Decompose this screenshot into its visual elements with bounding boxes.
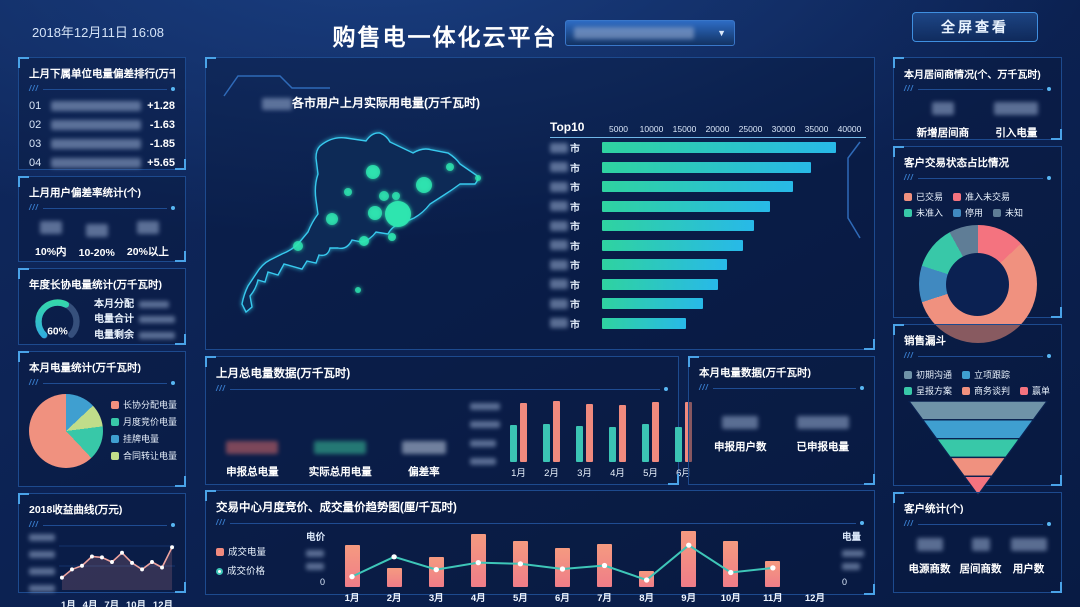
- panel-title: 本月电量统计(万千瓦时): [29, 362, 141, 374]
- top10-bar-row: 市: [550, 197, 866, 217]
- top10-bar-row: 市: [550, 158, 866, 178]
- stat: 引入电量: [994, 100, 1039, 140]
- stat: 居间商数: [960, 536, 1002, 576]
- top10-bar-row: 市: [550, 177, 866, 197]
- trade-status-donut: [918, 225, 1037, 344]
- region-select-value-blurred: [574, 27, 694, 39]
- panel-map-top10: 各市用户上月实际用电量(万千瓦时) Top10 5000 10000 15000 20…: [205, 57, 875, 350]
- panel-title: 上月下属单位电量偏差排行(万千瓦时): [29, 68, 175, 80]
- guangdong-map: [241, 132, 481, 314]
- stat: 申报用户数: [714, 414, 767, 454]
- stat: 实际总用电量: [309, 439, 372, 479]
- stat: 20%以上: [127, 219, 169, 259]
- map-title: 各市用户上月实际用电量(万千瓦时): [262, 94, 480, 111]
- stat: 申报总电量: [226, 439, 279, 479]
- panel-title: 2018收益曲线(万元): [29, 504, 123, 516]
- stat: 新增居间商: [917, 100, 969, 140]
- panel-funnel: 销售漏斗 /// 初期沟通 立项跟踪 呈报方案 商务谈判 赢单: [893, 324, 1062, 497]
- top10-bar-row: 市: [550, 255, 866, 275]
- trend-columns: [331, 529, 836, 587]
- panel-trade-status: 客户交易状态占比情况 /// 已交易 准入未交易 未准入 停用 未知: [893, 146, 1062, 344]
- month-power-pie: [29, 394, 103, 468]
- funnel-svg: [907, 401, 1048, 497]
- revenue-x-labels: 1月 4月 7月 10月 12月: [61, 600, 173, 607]
- line-marker-icon: [216, 568, 223, 575]
- trend-line-svg: [349, 542, 776, 583]
- ranking-row: 01 +1.28: [29, 100, 175, 112]
- panel-deviation-ranking: 上月下属单位电量偏差排行(万千瓦时) /// 01+1.28 02-1.63 0…: [18, 57, 186, 170]
- top10-caption: Top10: [550, 120, 585, 134]
- month-bar-group: 2月: [543, 400, 560, 479]
- trade-status-legend: 已交易 准入未交易 未准入 停用 未知: [904, 189, 1051, 221]
- trend-right-axis: 电量 0: [842, 529, 864, 587]
- trend-bar: [331, 529, 373, 587]
- panel-month-power-pie: 本月电量统计(万千瓦时) /// 长协分配电量 月度竞价电量 挂牌电量 合同转让…: [18, 351, 186, 487]
- datetime: 2018年12月11日 16:08: [32, 25, 165, 40]
- gauge-chart: 60%: [35, 299, 80, 344]
- panel-this-month: 本月电量数据(万千瓦时) /// 申报用户数 已申报电量: [688, 356, 875, 485]
- top10-axis: 5000 10000 15000 20000 25000 30000 35000 40000: [609, 124, 862, 134]
- month-bar-group: 5月: [642, 400, 659, 479]
- panel-last-month-total: 上月总电量数据(万千瓦时) /// 申报总电量 实际总用电量 偏差率 1月 2月 3…: [205, 356, 692, 485]
- stat: 已申报电量: [797, 414, 849, 454]
- ranking-row: 03 -1.85: [29, 138, 175, 150]
- stat: 10%内: [35, 219, 67, 259]
- trend-bar: [373, 529, 415, 587]
- ranking-row: 02 -1.63: [29, 119, 175, 131]
- lastmonth-y-axis: [470, 403, 500, 465]
- lastmonth-bar-groups: 1月 2月 3月 4月 5月 6月: [510, 400, 692, 479]
- stat: 10-20%: [79, 222, 115, 259]
- pie-legend: 长协分配电量 月度竞价电量 挂牌电量 合同转让电量: [111, 397, 177, 465]
- panel-title: 年度长协电量统计(万千瓦时): [29, 279, 162, 291]
- panel-user-deviation: 上月用户偏差率统计(个) /// 10%内 10-20% 20%以上: [18, 176, 186, 262]
- top10-bar-row: 市: [550, 314, 866, 334]
- top10-bar-row: 市: [550, 138, 866, 158]
- month-bar-group: 1月: [510, 400, 527, 479]
- top10-bar-row: 市: [550, 294, 866, 314]
- trend-legend: 成交电量 成交价格: [216, 529, 300, 581]
- trend-bar: [668, 529, 710, 587]
- top10-bar-list: 市市市市市市市市市市: [550, 138, 866, 333]
- ranking-row: 04 +5.65: [29, 157, 175, 169]
- revenue-svg: [59, 545, 175, 590]
- gauge-row: 本月分配: [94, 297, 175, 313]
- stat: 用户数: [1010, 536, 1047, 576]
- month-bar-group: 3月: [576, 400, 593, 479]
- top10-bar-row: 市: [550, 216, 866, 236]
- chevron-down-icon: ▼: [717, 28, 726, 38]
- stat: 电源商数: [909, 536, 951, 576]
- trend-bar: [710, 529, 752, 587]
- gauge-percent-label: 60%: [47, 326, 68, 337]
- trend-x-labels: 1月 2月 3月 4月 5月 6月 7月 8月 9月 10月 11月 12月: [344, 593, 825, 604]
- panel-customer-stats: 客户统计(个) /// 电源商数 居间商数 用户数: [893, 492, 1062, 593]
- panel-title: 本月电量数据(万千瓦时): [699, 367, 811, 379]
- panel-trend: 交易中心月度竞价、成交量价趋势图(厘/千瓦时) /// 成交电量 成交价格 电价…: [205, 490, 875, 604]
- gauge-row: 电量合计: [94, 312, 175, 328]
- panel-title: 本月居间商情况(个、万千瓦时): [904, 70, 1041, 81]
- top10-bar-row: 市: [550, 275, 866, 295]
- gauge-value-arc: [35, 299, 80, 344]
- region-select[interactable]: ▼: [565, 20, 735, 46]
- stat: 偏差率: [401, 439, 446, 479]
- month-bar-group: 4月: [609, 400, 626, 479]
- top10-chart: Top10 5000 10000 15000 20000 25000 30000 35000…: [550, 120, 866, 333]
- trend-left-axis: 电价 0: [306, 532, 326, 587]
- panel-title: 上月用户偏差率统计(个): [29, 187, 141, 199]
- panel-title: 客户交易状态占比情况: [904, 157, 1009, 169]
- gauge-row: 电量剩余: [94, 328, 175, 344]
- panel-title: 交易中心月度竞价、成交量价趋势图(厘/千瓦时): [216, 502, 457, 514]
- panel-title: 上月总电量数据(万千瓦时): [216, 368, 351, 380]
- map-title-region-blurred: [262, 97, 292, 110]
- panel-title: 客户统计(个): [904, 503, 964, 515]
- fullscreen-button[interactable]: 全屏查看: [912, 12, 1038, 42]
- panel-annual-longterm: 年度长协电量统计(万千瓦时) 60% 本月分配 电量合计 电量剩余: [18, 268, 186, 345]
- panel-broker: 本月居间商情况(个、万千瓦时) /// 新增居间商 引入电量: [893, 57, 1062, 140]
- panel-revenue-curve: 2018收益曲线(万元) /// 1月 4月 7月 10月 12月: [18, 493, 186, 607]
- revenue-y-axis: [29, 532, 55, 592]
- top10-bar-row: 市: [550, 236, 866, 256]
- panel-title: 销售漏斗: [904, 335, 946, 347]
- funnel-legend: 初期沟通 立项跟踪 呈报方案 商务谈判 赢单: [904, 367, 1051, 399]
